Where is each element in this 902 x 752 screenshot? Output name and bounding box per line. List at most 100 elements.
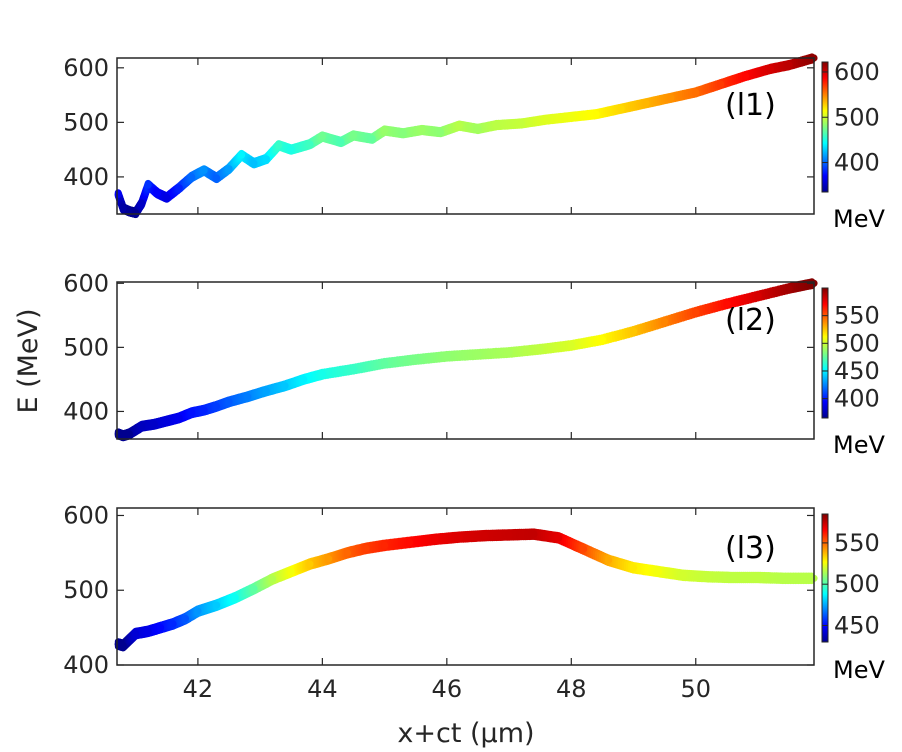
data-point (213, 402, 221, 410)
data-point (225, 398, 233, 406)
y-tick-label: 400 (63, 397, 109, 425)
data-point (144, 181, 152, 189)
data-point (275, 141, 283, 149)
data-point (125, 207, 133, 215)
y-tick-label: 600 (63, 54, 109, 82)
data-point (567, 341, 575, 349)
data-point (200, 166, 208, 174)
data-point (412, 355, 420, 364)
data-point (318, 132, 326, 141)
data-point (741, 72, 750, 80)
data-point (493, 121, 501, 129)
data-point (349, 131, 358, 140)
colorbar-l1 (821, 61, 829, 193)
data-point (175, 414, 183, 422)
data-point (381, 126, 389, 135)
y-tick-label: 500 (63, 333, 109, 361)
data-point (138, 199, 146, 207)
data-point (262, 155, 270, 163)
data-point (567, 113, 575, 121)
data-point (138, 422, 146, 430)
data-point (505, 348, 513, 357)
data-point (306, 140, 314, 148)
y-tick-label: 600 (63, 269, 109, 297)
data-point (318, 370, 326, 378)
colorbar-l2 (821, 287, 829, 419)
data-point (188, 173, 196, 181)
data-point (717, 80, 725, 88)
panel-l1: 400 500 600 (l1) 400 500 600 MeV (63, 53, 885, 233)
data-point (337, 138, 345, 146)
panel-l2-label: (l2) (725, 303, 776, 338)
data-point (153, 189, 162, 197)
data-point (237, 151, 246, 159)
panel-l2-y-ticks: 400 500 600 (63, 269, 814, 425)
colorbar-tick-label: 450 (834, 357, 880, 385)
colorbar-l2-unit: MeV (833, 431, 885, 459)
data-point (443, 352, 451, 360)
y-tick-label: 400 (63, 163, 109, 191)
colorbar-tick-label: 500 (834, 329, 880, 357)
data-point (754, 292, 762, 300)
data-point (125, 430, 133, 438)
colorbar-tick-label: 500 (834, 103, 880, 131)
data-point (175, 184, 183, 192)
data-point (692, 88, 700, 96)
data-point (150, 420, 158, 428)
panel-l1-y-ticks: 400 500 600 (63, 54, 814, 191)
data-point (244, 393, 252, 401)
data-point (262, 387, 270, 395)
data-point (766, 65, 775, 73)
data-point (667, 94, 675, 102)
data-point (661, 318, 669, 326)
y-tick-label: 500 (63, 108, 109, 136)
data-point (517, 119, 526, 128)
data-point (437, 128, 445, 136)
colorbar-tick-label: 400 (834, 149, 880, 177)
data-point (692, 308, 700, 316)
panel-l2-points (114, 278, 818, 442)
data-point (281, 382, 289, 390)
data-point (287, 146, 295, 154)
colorbar-tick-label: 550 (834, 302, 880, 330)
data-point (250, 159, 258, 167)
panel-l2-axes-box (116, 281, 815, 440)
data-point (785, 284, 793, 292)
data-point (163, 417, 171, 425)
data-point (114, 190, 122, 198)
panel-l1-axes-box (116, 57, 815, 215)
data-point (163, 194, 171, 202)
data-point (474, 125, 482, 133)
data-point (119, 432, 127, 440)
data-point (723, 300, 731, 308)
data-point (132, 209, 140, 217)
data-point (399, 129, 407, 137)
data-point (617, 105, 625, 113)
data-point (474, 350, 482, 358)
data-point (629, 327, 638, 335)
data-point (225, 165, 233, 173)
data-point (300, 375, 308, 383)
data-point (455, 122, 463, 130)
colorbar-tick-label: 600 (834, 58, 880, 86)
panel-l1-label: (l1) (725, 88, 776, 123)
data-point (418, 126, 426, 134)
panel-l1-points (114, 53, 818, 219)
data-point (349, 365, 358, 373)
panel-l3-points (114, 528, 818, 652)
data-point (368, 135, 376, 143)
data-point (188, 409, 196, 417)
data-point (785, 61, 793, 69)
data-point (119, 204, 127, 213)
data-point (213, 174, 221, 182)
data-point (542, 116, 551, 124)
data-point (200, 406, 208, 414)
data-point (536, 345, 544, 353)
colorbar-l1-unit: MeV (833, 205, 885, 233)
data-point (381, 359, 389, 367)
data-point (598, 336, 607, 344)
